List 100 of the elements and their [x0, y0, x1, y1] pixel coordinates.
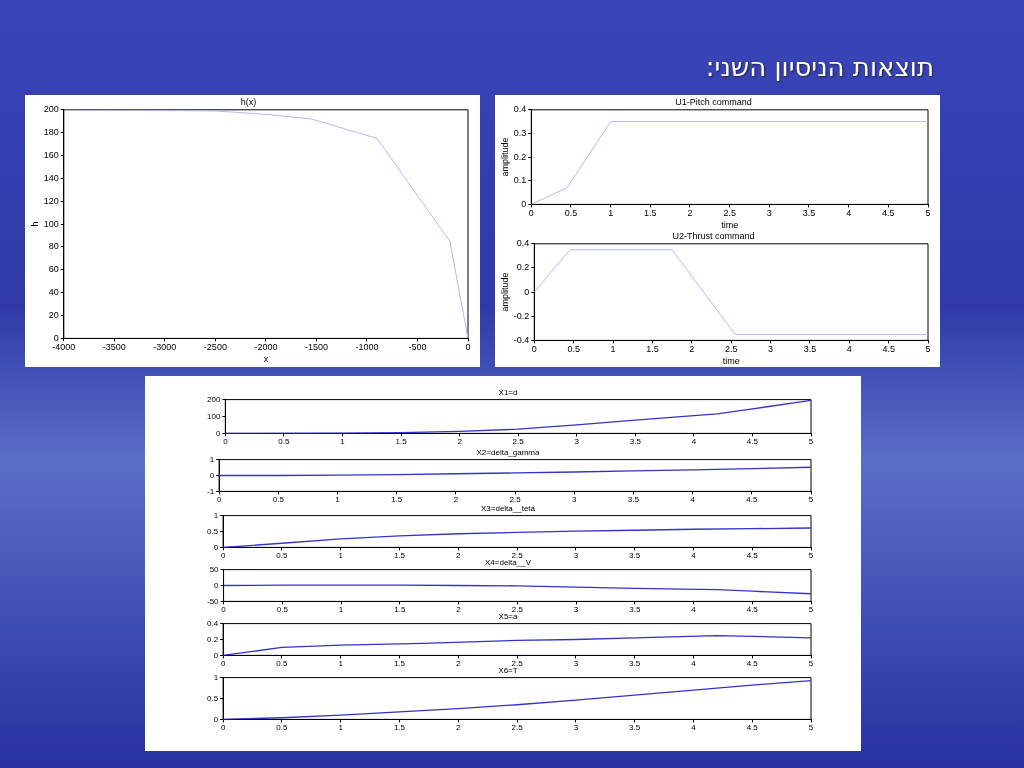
x-tick-label: 5 [925, 208, 931, 219]
y-tick-label: -1 [206, 486, 215, 496]
chart-title: U2-Thrust command [672, 230, 755, 241]
chart-title: X4=delta__V [484, 558, 532, 567]
x-tick-label: -2000 [254, 342, 278, 353]
x-tick-label: 0.5 [564, 208, 578, 219]
x-tick-label: 4 [691, 551, 697, 561]
x-tick-label: 3 [572, 495, 578, 505]
x-tick-label: 1.5 [393, 659, 406, 669]
x-tick-label: 2 [457, 437, 463, 447]
x-tick-label: 2.5 [723, 208, 736, 219]
y-tick-label: 0 [209, 470, 215, 480]
y-tick-label: -50 [207, 596, 220, 606]
x-tick-label: 1 [335, 495, 341, 505]
x-tick-label: 2.5 [511, 723, 524, 733]
x-axis-title: time [722, 356, 740, 367]
y-tick-label: 50 [209, 564, 220, 574]
y-tick-label: 100 [43, 218, 59, 229]
x-tick-label: 3.5 [802, 208, 816, 219]
y-tick-label: 0.1 [513, 175, 527, 186]
x-tick-label: 0.5 [276, 551, 289, 561]
x-tick-label: 3 [768, 344, 774, 355]
y-tick-label: 1 [213, 510, 219, 520]
x-tick-label: 0 [465, 342, 471, 353]
y-axis-title: amplitude [499, 272, 510, 312]
x-tick-label: 3 [573, 659, 579, 669]
x-tick-label: 2 [687, 208, 693, 219]
x-tick-label: 0 [223, 437, 229, 447]
x-tick-label: 0 [531, 344, 537, 355]
x-tick-label: 3 [573, 723, 579, 733]
x-tick-label: 1 [338, 659, 344, 669]
x-tick-label: 4.5 [746, 723, 759, 733]
x-tick-label: 1.5 [393, 723, 406, 733]
x-tick-label: 4.5 [746, 437, 759, 447]
x-tick-label: -1000 [355, 342, 379, 353]
x-axis-title: time [721, 220, 739, 231]
x-tick-label: 4 [846, 208, 852, 219]
y-tick-label: 0 [213, 714, 219, 724]
y-tick-label: 160 [43, 150, 59, 160]
chart-title: X5=a [498, 612, 518, 621]
x-tick-label: 1 [610, 344, 616, 355]
y-tick-label: 80 [48, 241, 59, 252]
x-tick-label: 2.5 [511, 605, 524, 615]
y-tick-label: 0.2 [516, 262, 530, 273]
x-tick-label: 2.5 [511, 659, 524, 669]
x-tick-label: 2 [456, 659, 462, 669]
x-tick-label: 0.5 [276, 723, 289, 733]
x-tick-label: 4.5 [746, 659, 759, 669]
x-tick-label: 1.5 [644, 208, 657, 219]
y-tick-label: 200 [43, 104, 59, 115]
x-tick-label: 2.5 [509, 495, 522, 505]
y-tick-label: 0 [213, 650, 219, 660]
x-tick-label: 4.5 [746, 551, 759, 561]
x-tick-label: -3500 [102, 342, 126, 353]
y-tick-label: 40 [48, 287, 59, 298]
y-tick-label: -0.4 [513, 334, 530, 345]
x-tick-label: 3.5 [803, 344, 817, 355]
x-tick-label: 1.5 [393, 551, 406, 561]
x-tick-label: 5 [808, 495, 814, 505]
x-tick-label: 4 [846, 344, 852, 355]
x-tick-label: -1500 [304, 342, 328, 353]
x-tick-label: 1 [338, 605, 344, 615]
x-tick-label: 5 [925, 344, 931, 355]
x-tick-label: 2.5 [511, 551, 524, 561]
y-axis-title: amplitude [499, 137, 510, 177]
y-tick-label: 100 [206, 411, 221, 421]
x-tick-label: 2.5 [512, 437, 525, 447]
x-tick-label: 4.5 [746, 495, 758, 505]
x-axis-title: x [263, 354, 269, 365]
x-tick-label: 2.5 [724, 344, 738, 355]
y-tick-label: 0 [213, 542, 219, 552]
y-tick-label: 120 [43, 195, 59, 206]
x-tick-label: 4 [691, 723, 697, 733]
y-tick-label: 1 [213, 672, 219, 682]
chart-title: X2=delta_gamma [476, 448, 541, 457]
chart-title: X1=d [498, 388, 518, 397]
y-tick-label: 0.2 [207, 634, 219, 644]
x-tick-label: -4000 [52, 342, 76, 353]
x-tick-label: 5 [808, 605, 814, 615]
x-tick-label: -2500 [203, 342, 227, 353]
y-tick-label: 0.5 [207, 693, 219, 703]
x-tick-label: 3.5 [629, 551, 641, 561]
x-tick-label: 1.5 [646, 344, 659, 355]
y-tick-label: 1 [209, 454, 215, 464]
x-tick-label: 0.5 [276, 605, 289, 615]
y-tick-label: 0.2 [513, 151, 527, 162]
x-tick-label: 1 [338, 551, 344, 561]
y-tick-label: -0.2 [513, 310, 530, 321]
y-tick-label: 0 [214, 580, 220, 590]
y-tick-label: 60 [48, 264, 59, 275]
y-tick-label: 0 [53, 332, 59, 343]
y-tick-label: 0 [524, 286, 530, 297]
y-axis-title: h [29, 221, 40, 227]
chart-title: X3=delta__teta [480, 504, 536, 513]
x-tick-label: 4 [690, 495, 696, 505]
x-tick-label: 0.5 [276, 659, 289, 669]
x-tick-label: 1.5 [391, 495, 403, 505]
x-tick-label: -3000 [153, 342, 177, 353]
x-tick-label: 1 [338, 723, 344, 733]
y-tick-label: 200 [206, 394, 221, 404]
